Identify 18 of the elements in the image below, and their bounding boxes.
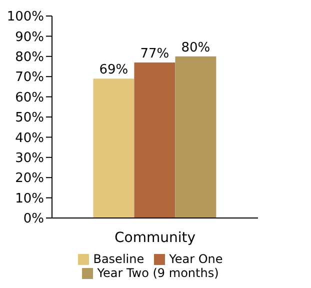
y-tick-label: 80%	[15, 50, 44, 66]
legend-label: Year Two (9 months)	[97, 266, 219, 280]
y-tick-label: 90%	[15, 30, 44, 45]
y-tick-label: 60%	[15, 90, 44, 106]
y-tick-label: 20%	[15, 171, 44, 186]
x-tick-label: Community	[114, 230, 196, 246]
data-label: 77%	[140, 46, 170, 62]
y-tick-label: 0%	[23, 212, 44, 227]
y-tick-label: 50%	[15, 110, 44, 126]
legend-label: Baseline	[93, 252, 144, 266]
y-tick-label: 70%	[15, 70, 44, 86]
y-tick-label: 10%	[15, 191, 44, 206]
data-label: 80%	[181, 40, 210, 56]
y-tick-label: 30%	[15, 151, 44, 166]
data-label: 69%	[99, 62, 128, 78]
y-tick-label: 40%	[15, 130, 44, 146]
y-tick-label: 100%	[6, 10, 44, 25]
legend-label: Year One	[169, 252, 223, 266]
